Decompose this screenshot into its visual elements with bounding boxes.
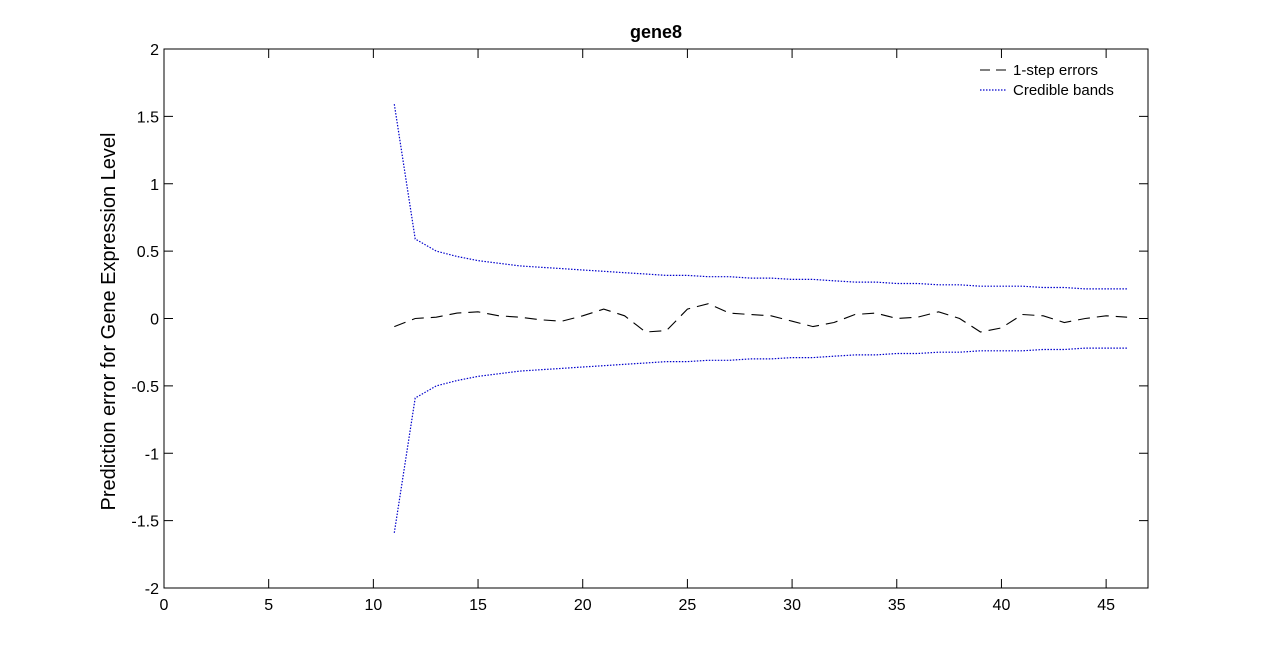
y-tick-label: 1.5 bbox=[137, 109, 159, 126]
legend: 1-step errors Credible bands bbox=[980, 62, 1114, 99]
x-tick-label: 30 bbox=[783, 597, 801, 614]
x-tick-label: 25 bbox=[679, 597, 697, 614]
x-tick-label: 0 bbox=[160, 597, 169, 614]
y-axis-tick-labels: 2 1.5 1 0.5 0 -0.5 -1 -1.5 -2 bbox=[131, 42, 159, 598]
series-line-lower-credible-band bbox=[393, 347, 1128, 533]
y-tick-label: -1 bbox=[145, 446, 159, 463]
x-tick-label: 20 bbox=[574, 597, 592, 614]
series-layer bbox=[393, 104, 1128, 533]
legend-label: 1-step errors bbox=[1013, 62, 1098, 79]
y-tick-label: -2 bbox=[145, 581, 159, 598]
plot-area bbox=[163, 48, 1149, 589]
series-line-upper-credible-band bbox=[393, 104, 1128, 290]
legend-label: Credible bands bbox=[1013, 82, 1114, 99]
x-tick-label: 45 bbox=[1097, 597, 1115, 614]
x-tick-label: 10 bbox=[364, 597, 382, 614]
x-tick-label: 35 bbox=[888, 597, 906, 614]
y-tick-label: 1 bbox=[150, 177, 159, 194]
chart-title: gene8 bbox=[630, 22, 682, 42]
y-axis-label: Prediction error for Gene Expression Lev… bbox=[98, 133, 120, 511]
y-tick-label: -0.5 bbox=[131, 379, 159, 396]
x-tick-label: 5 bbox=[264, 597, 273, 614]
y-tick-label: 0.5 bbox=[137, 244, 159, 261]
series-line-1-step-errors bbox=[394, 303, 1128, 333]
x-axis-tick-labels: 0 5 10 15 20 25 30 35 40 45 bbox=[160, 597, 1116, 614]
y-tick-label: -1.5 bbox=[131, 514, 159, 531]
axis-ticks bbox=[163, 48, 1148, 589]
y-tick-label: 2 bbox=[150, 42, 159, 59]
x-tick-label: 15 bbox=[469, 597, 487, 614]
x-tick-label: 40 bbox=[993, 597, 1011, 614]
y-tick-label: 0 bbox=[150, 312, 159, 329]
